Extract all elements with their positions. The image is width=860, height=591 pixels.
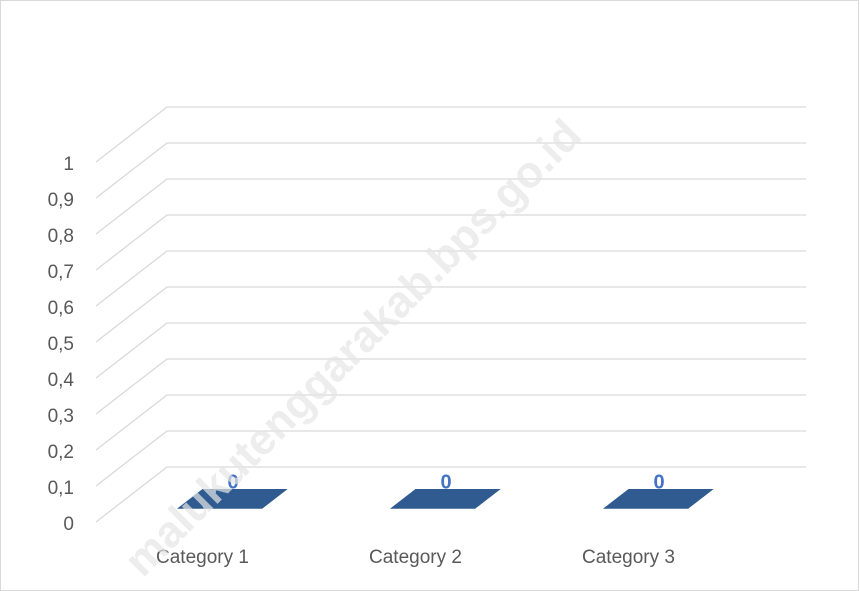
- y-tick-label: 0,4: [48, 370, 75, 391]
- grid-line: [95, 250, 806, 307]
- x-tick-label: Category 3: [582, 547, 675, 568]
- y-tick-label: 0: [63, 514, 74, 535]
- grid-line: [95, 430, 806, 487]
- y-tick-label: 0,7: [48, 262, 74, 283]
- y-tick-label: 0,5: [48, 334, 74, 355]
- bar: [602, 489, 714, 509]
- bar: [389, 489, 501, 509]
- grid-line: [95, 106, 806, 163]
- data-label: 0: [228, 471, 239, 493]
- grid-line: [95, 394, 806, 451]
- y-tick-label: 0,6: [48, 298, 74, 319]
- grid-line: [95, 358, 806, 415]
- x-tick-label: Category 2: [369, 547, 462, 568]
- grid-line: [95, 466, 806, 523]
- y-tick-label: 0,8: [48, 226, 74, 247]
- grid-line: [95, 286, 806, 343]
- grid-line: [95, 322, 806, 379]
- data-label: 0: [441, 471, 452, 493]
- y-tick-label: 1: [63, 154, 74, 175]
- y-tick-label: 0,9: [48, 190, 74, 211]
- data-label: 0: [654, 471, 665, 493]
- y-tick-label: 0,1: [48, 478, 74, 499]
- y-tick-label: 0,2: [48, 442, 74, 463]
- bar: [176, 489, 288, 509]
- y-tick-label: 0,3: [48, 406, 74, 427]
- grid-line: [95, 214, 806, 271]
- x-tick-label: Category 1: [156, 547, 249, 568]
- grid-line: [95, 178, 806, 235]
- grid-line: [95, 142, 806, 199]
